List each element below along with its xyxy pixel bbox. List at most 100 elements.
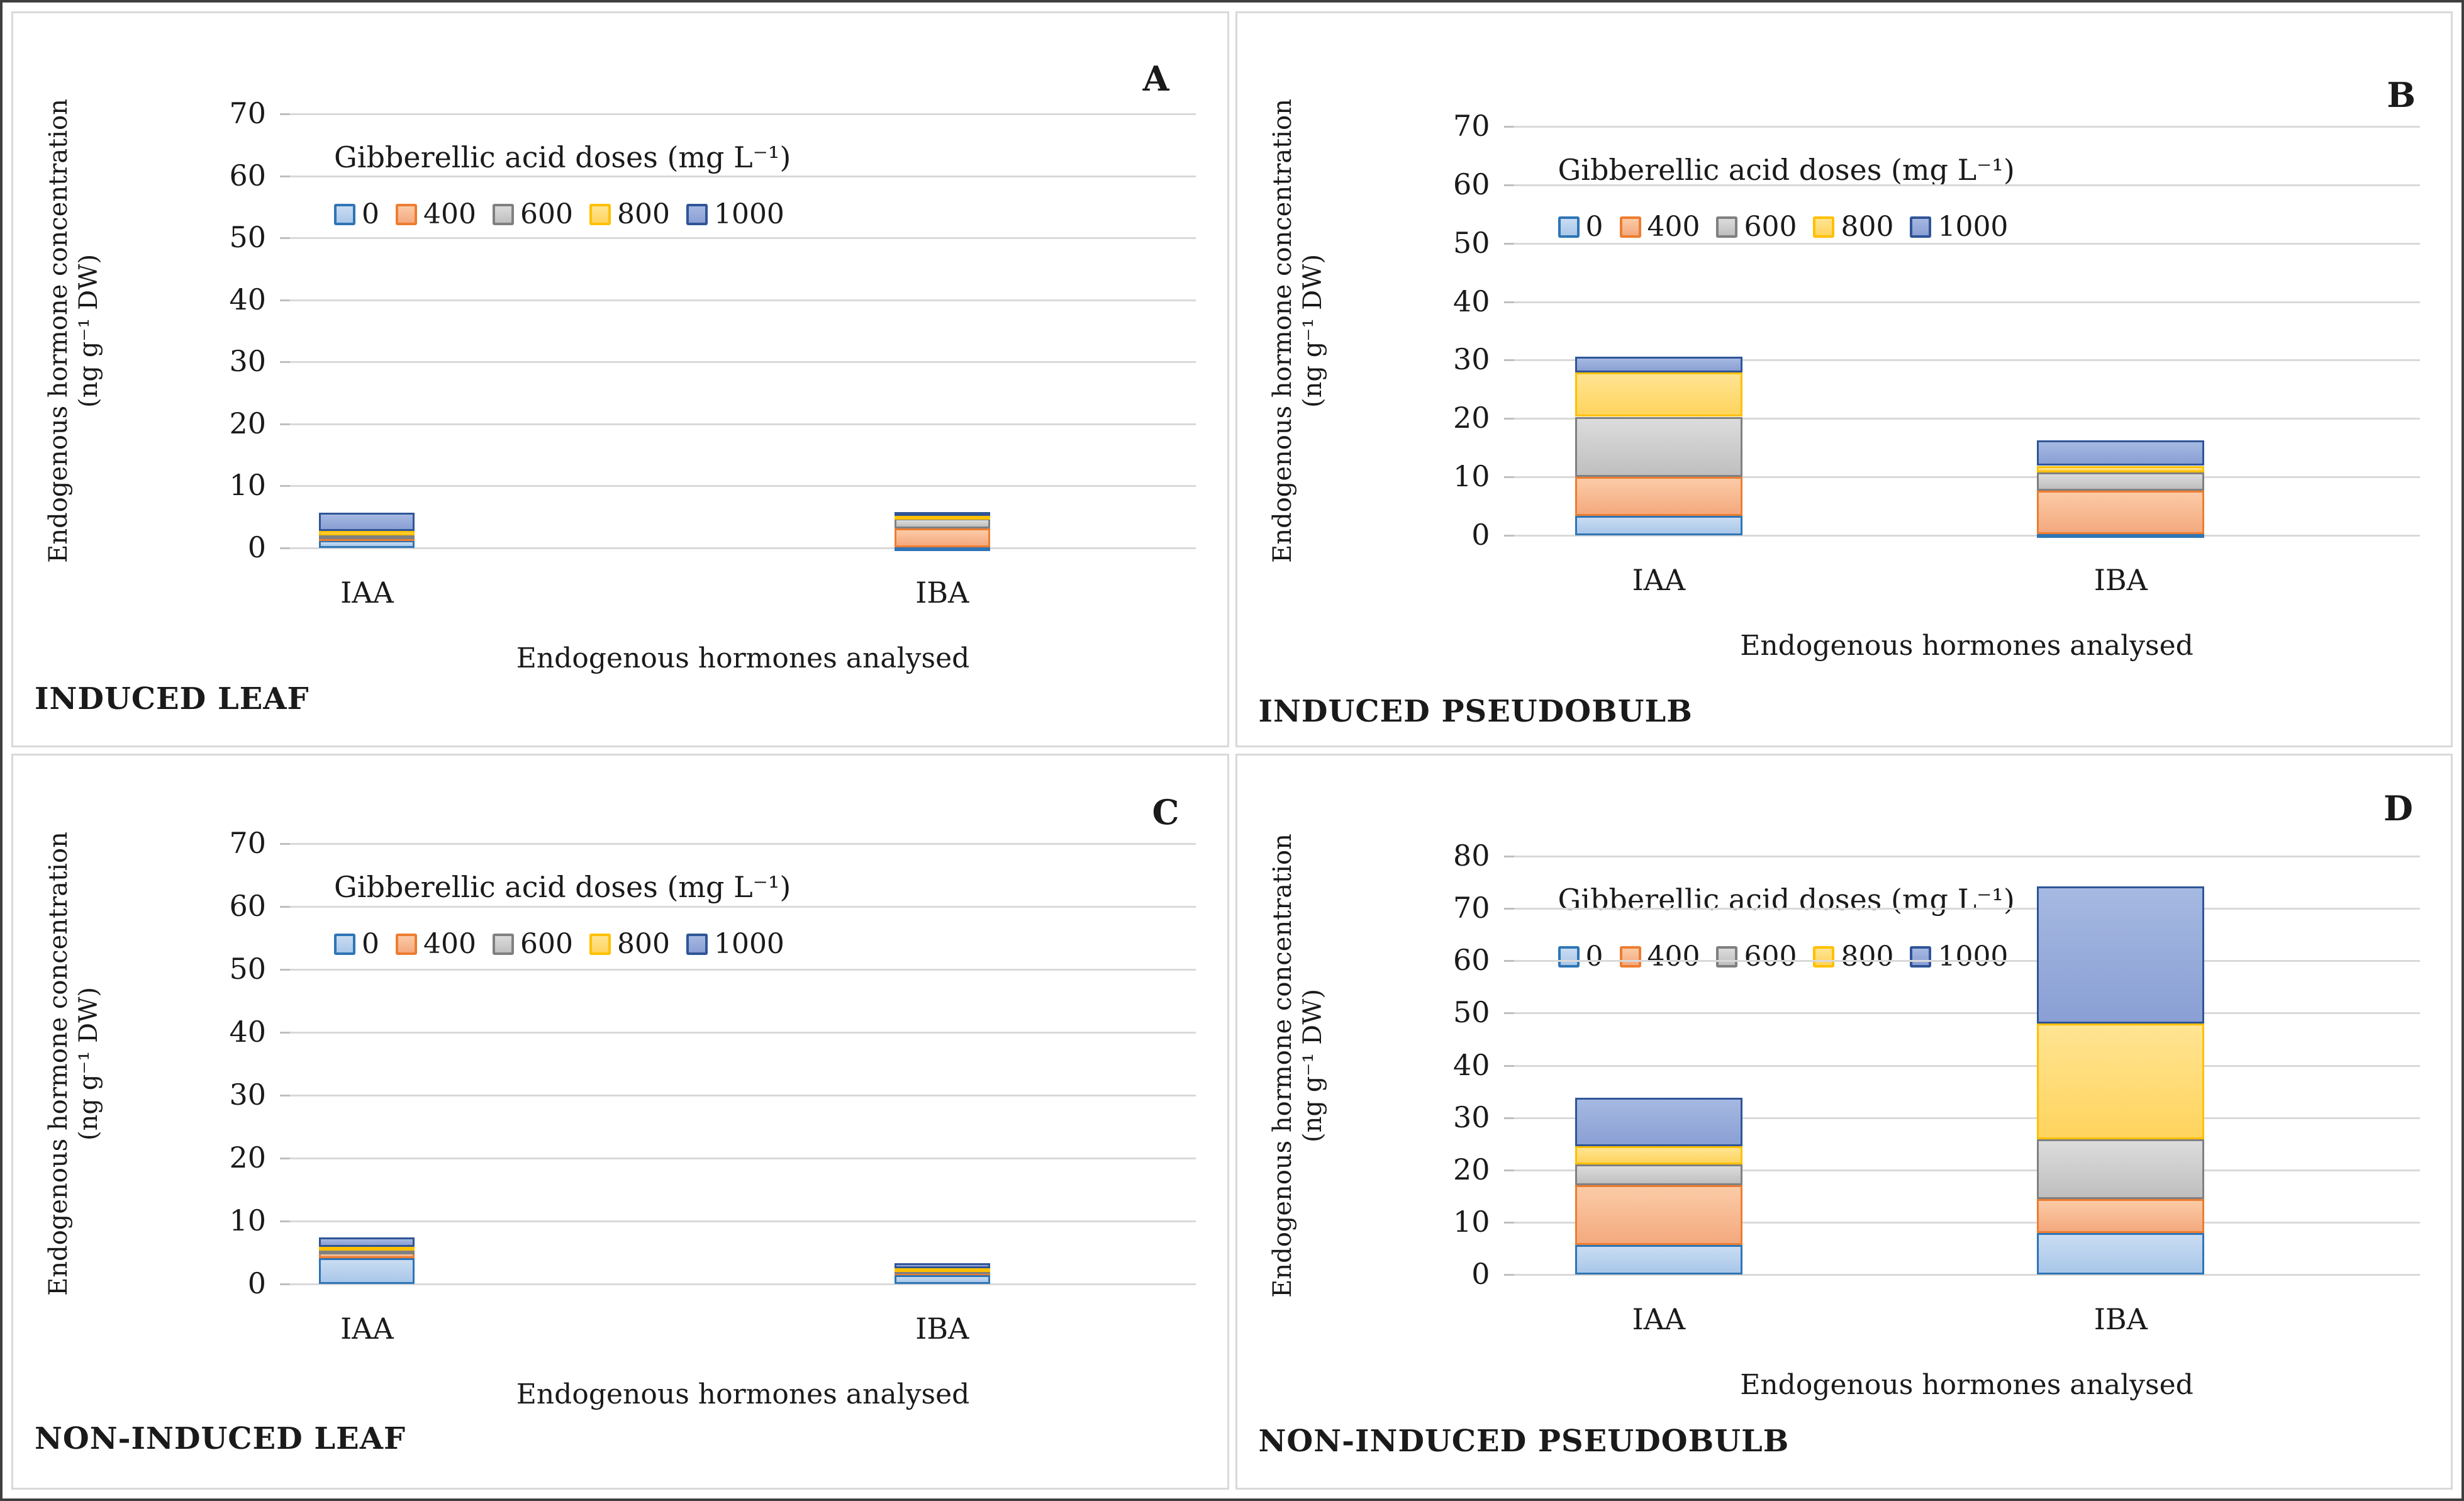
- legend-label: 600: [1744, 940, 1797, 973]
- y-axis-tick: [1503, 301, 1514, 303]
- panel-non-induced-pseudobulb: D Endogenous hormone concentration (ng g…: [1235, 754, 2453, 1490]
- bar-segment-dose-800: [319, 1247, 415, 1251]
- bar-segment-dose-1000: [319, 1237, 415, 1247]
- y-tick-label: 20: [1452, 401, 1490, 435]
- legend: Gibberellic acid doses (mg L⁻¹) 0 400 600 8…: [1558, 883, 2015, 973]
- y-tick-label: 20: [229, 1141, 266, 1175]
- legend-swatch-icon: [1619, 946, 1641, 968]
- legend-label: 1000: [1937, 211, 2009, 243]
- y-axis-tick: [280, 175, 290, 177]
- bar-segment-dose-1000: [2037, 886, 2205, 1024]
- x-axis-title: Endogenous hormones analysed: [1740, 1369, 2194, 1401]
- plot-area: Gibberellic acid doses (mg L⁻¹) 0 400 600 8…: [1453, 109, 2420, 597]
- bar-segment-dose-400: [2037, 491, 2205, 535]
- legend-item-dose-0: 0: [1558, 211, 1603, 243]
- legend-label: 1000: [1937, 940, 2009, 973]
- bar-segment-dose-1000: [319, 512, 415, 532]
- gridline: [290, 485, 1196, 488]
- bar-segment-dose-0: [2037, 534, 2205, 538]
- y-axis-tick: [1503, 1117, 1514, 1119]
- y-tick-label: 30: [229, 344, 266, 379]
- bar-segment-dose-800: [1575, 372, 1742, 417]
- legend-label: 400: [1647, 211, 1700, 243]
- y-axis-tick: [1503, 359, 1514, 362]
- legend-label: 0: [1585, 211, 1603, 243]
- y-axis-tick: [280, 361, 290, 364]
- y-axis-tick: [1503, 960, 1514, 963]
- legend-label: 400: [423, 198, 476, 230]
- y-tick-label: 20: [229, 406, 266, 440]
- bar-segment-dose-800: [2037, 466, 2205, 472]
- bar-segment-dose-600: [2037, 1139, 2205, 1200]
- y-axis-label-line2: (ng g⁻¹ DW): [1298, 254, 1327, 408]
- panel-induced-pseudobulb: B Endogenous hormone concentration (ng g…: [1235, 11, 2453, 747]
- gridline: [1514, 1064, 2420, 1067]
- gridline: [1514, 242, 2420, 245]
- legend-swatch-icon: [686, 203, 708, 225]
- gridline: [290, 843, 1196, 845]
- y-tick-label: 50: [1452, 995, 1490, 1030]
- legend-label: 600: [520, 198, 573, 230]
- x-category-label: IBA: [2093, 1302, 2148, 1336]
- bar-segment-dose-800: [894, 1268, 990, 1272]
- gridline: [1514, 476, 2420, 479]
- gridline: [1514, 1012, 2420, 1015]
- x-axis-title: Endogenous hormones analysed: [516, 1378, 970, 1410]
- y-tick-label: 40: [229, 282, 266, 316]
- y-tick-label: 50: [1452, 225, 1490, 260]
- legend-swatch-icon: [1813, 216, 1835, 238]
- bar-segment-dose-600: [1575, 1164, 1742, 1185]
- gridline: [1514, 960, 2420, 963]
- y-axis-tick: [280, 423, 290, 425]
- legend-label: 600: [1744, 211, 1797, 243]
- legend-item-dose-600: 600: [492, 928, 573, 960]
- y-axis-tick: [280, 1220, 290, 1222]
- y-axis-tick: [1503, 1064, 1514, 1067]
- bar-segment-dose-600: [1575, 416, 1742, 477]
- gridline: [1514, 1169, 2420, 1171]
- panel-caption: INDUCED LEAF: [35, 681, 309, 717]
- y-tick-label: 10: [229, 1203, 266, 1237]
- panel-caption: NON-INDUCED PSEUDOBULB: [1258, 1424, 1790, 1459]
- y-axis-label: Endogenous hormone concentration (ng g⁻¹…: [1268, 806, 1328, 1325]
- legend-item-dose-800: 800: [589, 928, 670, 960]
- bar-segment-dose-600: [319, 535, 415, 540]
- y-axis-tick: [1503, 126, 1514, 128]
- legend-item-dose-0: 0: [1558, 940, 1603, 973]
- y-axis-tick: [280, 1283, 290, 1285]
- legend-item-dose-400: 400: [1619, 940, 1700, 973]
- y-axis-tick: [280, 547, 290, 549]
- y-axis-label-line2: (ng g⁻¹ DW): [74, 987, 103, 1141]
- bar-segment-dose-600: [319, 1251, 415, 1254]
- plot-area: Gibberellic acid doses (mg L⁻¹) 0 400 600 8…: [229, 97, 1196, 610]
- gridline: [1514, 856, 2420, 857]
- legend-swatch-icon: [1910, 946, 1932, 968]
- legend-item-dose-0: 0: [334, 198, 379, 230]
- y-axis-tick: [280, 113, 290, 115]
- legend: Gibberellic acid doses (mg L⁻¹) 0 400 600 8…: [334, 140, 791, 230]
- y-tick-label: 70: [1452, 109, 1490, 143]
- x-category-label: IAA: [340, 1312, 394, 1346]
- y-axis-label-line1: Endogenous hormone concentration: [1268, 99, 1297, 563]
- y-tick-label: 50: [229, 220, 266, 255]
- y-tick-label: 0: [247, 530, 266, 564]
- y-axis-tick: [1503, 184, 1514, 186]
- x-category-label: IAA: [1632, 1302, 1686, 1336]
- legend: Gibberellic acid doses (mg L⁻¹) 0 400 600 8…: [1558, 153, 2015, 243]
- y-tick-label: 30: [1452, 342, 1490, 377]
- legend-label: 1000: [713, 928, 784, 960]
- gridline: [290, 299, 1196, 301]
- y-axis-tick: [1503, 1169, 1514, 1171]
- y-tick-label: 30: [229, 1078, 266, 1112]
- y-tick-label: 10: [229, 468, 266, 503]
- bar-segment-dose-0: [1575, 516, 1742, 535]
- bar-segment-dose-400: [1575, 1185, 1742, 1245]
- bar-segment-dose-600: [894, 518, 990, 529]
- y-tick-label: 70: [229, 826, 266, 860]
- legend-item-dose-400: 400: [1619, 211, 1700, 243]
- legend-title: Gibberellic acid doses (mg L⁻¹): [1558, 883, 2015, 917]
- gridline: [290, 1095, 1196, 1096]
- legend-label: 800: [1841, 211, 1894, 243]
- gridline: [1514, 126, 2420, 128]
- legend-label: 800: [616, 198, 670, 230]
